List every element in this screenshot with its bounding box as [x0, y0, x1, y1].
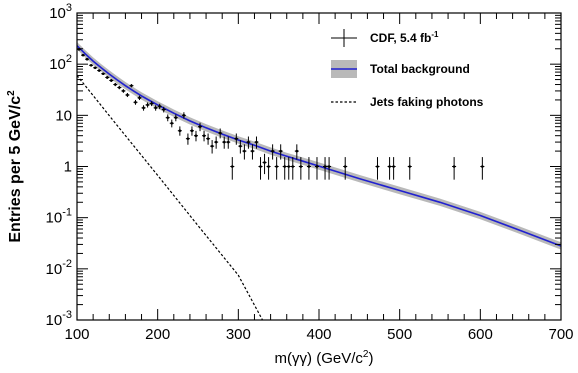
data-point [266, 157, 271, 180]
data-point [181, 112, 186, 119]
legend-data-label: CDF, 5.4 fb-1 [370, 30, 439, 45]
background-band-layer [76, 42, 562, 250]
data-point [105, 76, 110, 79]
data-point [242, 144, 247, 160]
data-point [262, 153, 267, 175]
data-point [254, 136, 259, 149]
data-point [226, 136, 231, 149]
data-point [141, 105, 146, 111]
data-point [81, 53, 86, 57]
background-uncertainty-band [77, 42, 561, 250]
data-point [85, 57, 90, 61]
data-point [97, 69, 102, 72]
data-point [198, 122, 203, 132]
y-tick-label: 102 [49, 53, 72, 73]
data-point [407, 157, 412, 180]
x-tick-label: 500 [387, 326, 412, 343]
data-point [286, 157, 291, 180]
data-point [238, 140, 243, 154]
data-point [278, 144, 283, 160]
data-point [153, 105, 158, 111]
data-point [193, 130, 198, 142]
data-point [210, 140, 215, 154]
x-tick-label: 200 [145, 326, 170, 343]
data-point [314, 157, 319, 180]
data-point [202, 130, 207, 142]
data-point [145, 102, 150, 108]
data-point [137, 95, 142, 101]
legend-entry-background: Total background [331, 60, 470, 78]
data-point [452, 157, 457, 180]
data-point [169, 119, 174, 128]
x-tick-labels: 100 200 300 400 500 600 700 [64, 326, 573, 343]
data-point [173, 114, 178, 122]
data-point [89, 64, 94, 67]
y-tick-labels: 10-3 10-2 10-1 1 10 102 103 [46, 2, 72, 329]
data-point [185, 133, 190, 145]
data-point [206, 133, 211, 145]
data-point [343, 157, 348, 180]
x-tick-label: 400 [306, 326, 331, 343]
legend: CDF, 5.4 fb-1 Total background Jets faki… [331, 29, 484, 109]
data-point [109, 79, 114, 82]
data-point [387, 157, 392, 180]
data-point [129, 84, 134, 88]
data-point [189, 126, 194, 136]
y-tick-label: 10-1 [46, 207, 72, 227]
data-point [290, 157, 295, 180]
y-tick-label: 10-3 [46, 309, 72, 329]
x-axis-title: m(γγ) (GeV/c2) [275, 349, 374, 367]
data-point [157, 103, 162, 110]
legend-background-label: Total background [370, 62, 470, 76]
data-point [93, 66, 98, 70]
data-point [323, 157, 328, 180]
data-point [133, 99, 138, 105]
data-points-layer [77, 48, 485, 180]
x-tick-label: 100 [64, 326, 89, 343]
axis-ticks-layer [76, 12, 562, 321]
data-point [274, 157, 279, 180]
legend-jets-label: Jets faking photons [370, 95, 484, 109]
background-central-line [76, 45, 562, 247]
data-point [306, 157, 311, 180]
data-point [270, 144, 275, 160]
data-point [250, 144, 255, 160]
data-point [117, 85, 122, 90]
x-tick-label: 300 [226, 326, 251, 343]
data-point [218, 128, 223, 139]
legend-entry-jets: Jets faking photons [331, 95, 484, 109]
data-point [101, 72, 106, 76]
data-point [165, 114, 170, 122]
data-point [298, 157, 303, 180]
data-point [177, 126, 182, 136]
y-axis-title: Entries per 5 GeV/c2 [6, 90, 24, 243]
data-point [391, 157, 396, 180]
data-point [230, 157, 235, 180]
y-tick-label: 10-2 [46, 258, 72, 278]
data-point [113, 82, 118, 87]
data-point [149, 101, 154, 107]
data-point [161, 106, 166, 113]
data-point [375, 157, 380, 180]
x-tick-label: 600 [468, 326, 493, 343]
x-tick-label: 700 [548, 326, 573, 343]
data-point [214, 136, 219, 149]
legend-entry-data: CDF, 5.4 fb-1 [331, 29, 439, 47]
data-point [246, 136, 251, 149]
y-tick-label: 103 [49, 2, 72, 22]
data-point [234, 133, 239, 145]
data-point [125, 93, 130, 98]
data-point [282, 157, 287, 180]
data-point [294, 144, 299, 160]
data-point [327, 157, 332, 180]
y-tick-label: 10 [55, 107, 72, 124]
data-point [258, 157, 263, 180]
data-point [480, 157, 485, 180]
y-tick-label: 1 [64, 159, 72, 176]
data-point [121, 89, 126, 93]
data-point [222, 136, 227, 149]
